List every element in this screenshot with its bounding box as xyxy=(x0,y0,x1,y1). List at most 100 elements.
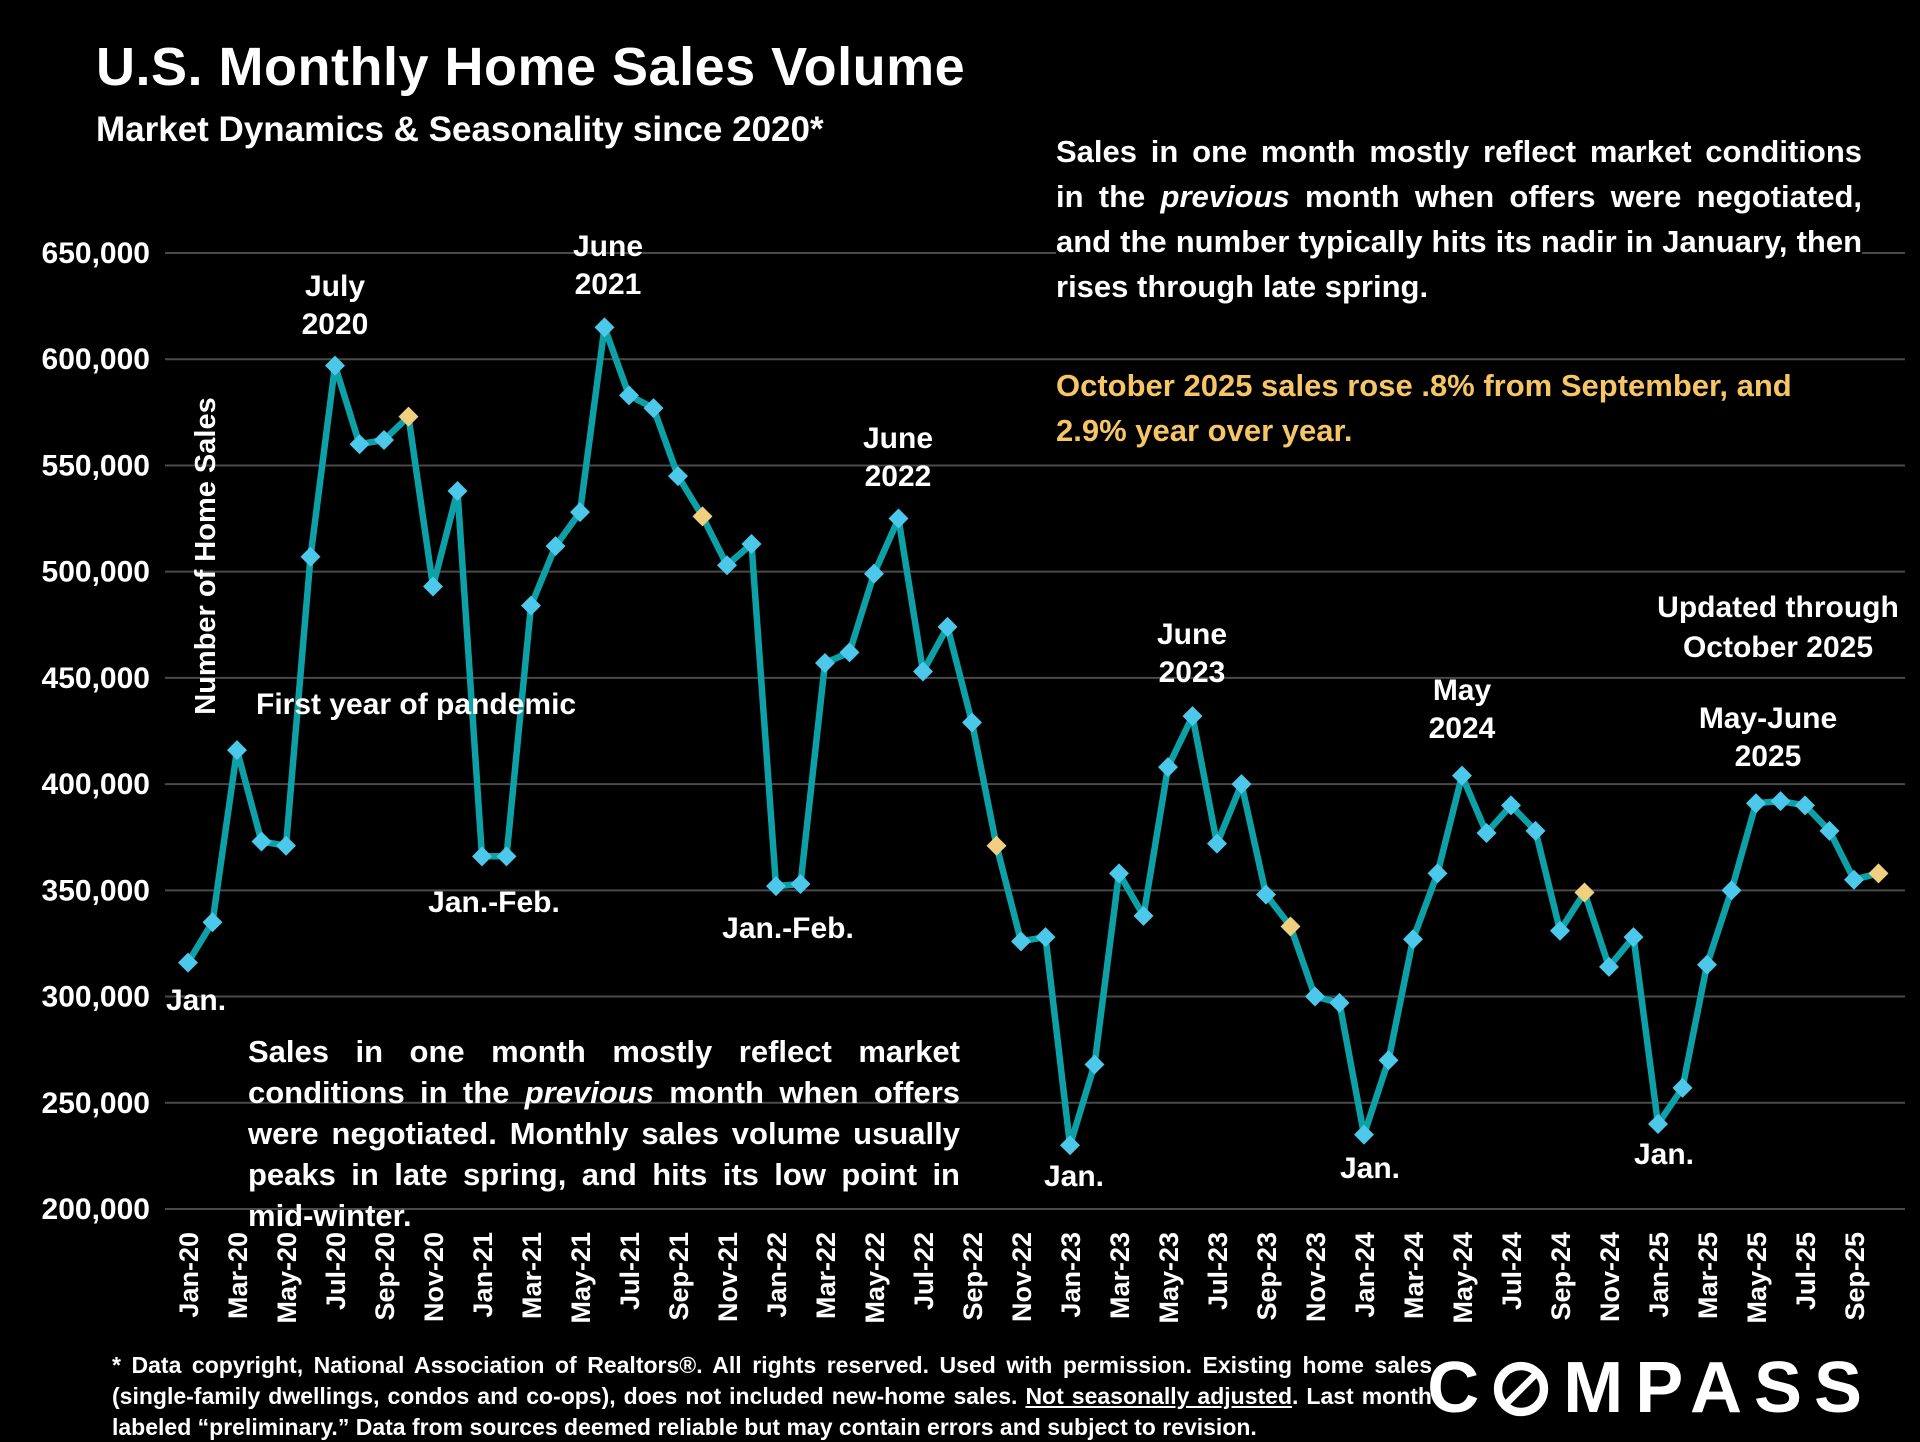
footnote-text-post: . Last month labeled “preliminary.” Data… xyxy=(112,1382,1432,1440)
data-point xyxy=(374,429,394,450)
x-tick-label: Jan-22 xyxy=(762,1232,792,1318)
footnote-text-pre: * Data copyright, National Association o… xyxy=(112,1352,1432,1409)
data-point xyxy=(1354,1124,1374,1145)
data-point xyxy=(1795,795,1815,816)
header: U.S. Monthly Home Sales Volume Market Dy… xyxy=(96,36,965,150)
y-tick-label: 600,000 xyxy=(42,343,150,376)
data-point xyxy=(1378,1050,1399,1071)
data-point xyxy=(1525,820,1546,841)
logo-letters-mpass: MPASS xyxy=(1563,1348,1874,1428)
y-tick-label: 200,000 xyxy=(42,1193,150,1226)
annotation-jan-2020: Jan. xyxy=(166,984,227,1017)
highlighted-data-point xyxy=(1574,882,1595,903)
x-tick-label: Jul-20 xyxy=(321,1232,351,1310)
data-point xyxy=(717,555,737,576)
y-tick-label: 500,000 xyxy=(42,556,150,589)
data-point xyxy=(1476,822,1497,843)
data-point xyxy=(1109,863,1129,884)
data-point xyxy=(178,952,198,973)
data-point xyxy=(1084,1054,1105,1075)
data-point xyxy=(1133,905,1154,926)
data-point xyxy=(1427,863,1448,884)
data-point xyxy=(1256,884,1276,905)
x-tick-label: Sep-24 xyxy=(1546,1232,1576,1321)
data-point xyxy=(496,846,517,867)
x-tick-label: Nov-24 xyxy=(1595,1232,1625,1322)
data-point xyxy=(227,740,247,761)
logo-letter-c: C xyxy=(1427,1348,1492,1428)
data-point xyxy=(1182,706,1203,727)
data-point xyxy=(276,835,296,856)
highlighted-data-point xyxy=(692,506,713,527)
data-copyright-footnote: * Data copyright, National Association o… xyxy=(112,1350,1432,1442)
explainer-bottom-left: Sales in one month mostly reflect market… xyxy=(248,1032,960,1237)
x-tick-label: Jul-24 xyxy=(1497,1232,1527,1310)
annotation-july-2020: July 2020 xyxy=(301,270,369,341)
highlighted-data-point xyxy=(986,835,1007,856)
data-point xyxy=(741,534,762,555)
data-point xyxy=(251,831,272,852)
data-point xyxy=(1819,820,1840,841)
annotation-may-2024: May 2024 xyxy=(1428,674,1496,745)
annotation-jan-2025: Jan. xyxy=(1633,1138,1695,1171)
annotation-first-year-pandemic: First year of pandemic xyxy=(256,688,577,721)
compass-logo: C MPASS xyxy=(1427,1352,1874,1424)
y-tick-label: 300,000 xyxy=(42,981,150,1014)
x-tick-label: Jan-25 xyxy=(1644,1232,1674,1318)
page-title: U.S. Monthly Home Sales Volume xyxy=(96,37,966,97)
data-point xyxy=(1770,791,1791,812)
data-point xyxy=(1403,929,1423,950)
october-2025-highlight-note: October 2025 sales rose .8% from Septemb… xyxy=(1056,364,1862,454)
data-point xyxy=(815,653,835,674)
explainer-text-pre: Sales in one month mostly reflect market… xyxy=(1056,134,1862,214)
compass-o-icon xyxy=(1494,1361,1549,1417)
x-tick-label: Nov-21 xyxy=(713,1232,743,1322)
x-tick-label: Jul-23 xyxy=(1203,1232,1233,1310)
data-point xyxy=(447,480,468,501)
x-tick-label: Jan-20 xyxy=(174,1232,204,1318)
x-tick-label: Nov-20 xyxy=(419,1232,449,1322)
data-point xyxy=(643,398,664,419)
x-tick-label: Jul-22 xyxy=(909,1232,939,1310)
data-point xyxy=(1060,1135,1080,1156)
y-tick-label: 450,000 xyxy=(42,662,150,695)
y-tick-label: 650,000 xyxy=(42,237,150,270)
data-point xyxy=(790,873,811,894)
data-point xyxy=(1501,795,1521,816)
explainer-text-post: month when offers were negotiated, and t… xyxy=(1056,178,1862,304)
footnote-underlined: Not seasonally adjusted xyxy=(1025,1382,1292,1409)
y-tick-label: 250,000 xyxy=(42,1087,150,1120)
y-tick-label: 550,000 xyxy=(42,449,150,482)
x-tick-label: Mar-22 xyxy=(811,1232,841,1319)
data-point xyxy=(962,712,982,733)
annotation-may-june-2025: May-June 2025 xyxy=(1698,702,1838,773)
data-point xyxy=(300,546,321,567)
data-point xyxy=(521,595,541,616)
bottom-text-italic: previous xyxy=(524,1074,654,1110)
data-point xyxy=(472,846,492,867)
x-tick-label: Jan-21 xyxy=(468,1232,498,1318)
x-tick-label: Sep-20 xyxy=(370,1232,400,1321)
highlighted-data-point xyxy=(1868,863,1889,884)
data-point xyxy=(619,385,639,406)
sales-line xyxy=(184,324,1882,1149)
annotation-jan-feb-2021: Jan.-Feb. xyxy=(428,886,560,919)
data-point xyxy=(1207,833,1227,854)
data-point xyxy=(349,434,370,455)
data-point xyxy=(1231,774,1252,795)
bottom-text-pre: Sales in one month mostly reflect market… xyxy=(248,1034,960,1110)
annotation-jan-2023: Jan. xyxy=(1043,1160,1105,1193)
data-point xyxy=(1550,920,1570,941)
annotation-june-2021: June 2021 xyxy=(572,230,644,301)
x-tick-label: Jan-23 xyxy=(1056,1232,1086,1318)
x-tick-label: Mar-20 xyxy=(223,1232,253,1319)
y-tick-label: 400,000 xyxy=(42,768,150,801)
x-tick-label: May-21 xyxy=(566,1232,596,1324)
x-tick-label: Sep-25 xyxy=(1840,1232,1870,1321)
annotation-jan-2024: Jan. xyxy=(1339,1152,1401,1185)
annotation-jan-feb-2022: Jan.-Feb. xyxy=(722,912,854,945)
x-tick-label: Jan-24 xyxy=(1350,1232,1380,1318)
x-tick-label: Mar-23 xyxy=(1105,1232,1135,1319)
data-point xyxy=(1623,927,1644,948)
data-point xyxy=(1452,765,1472,786)
